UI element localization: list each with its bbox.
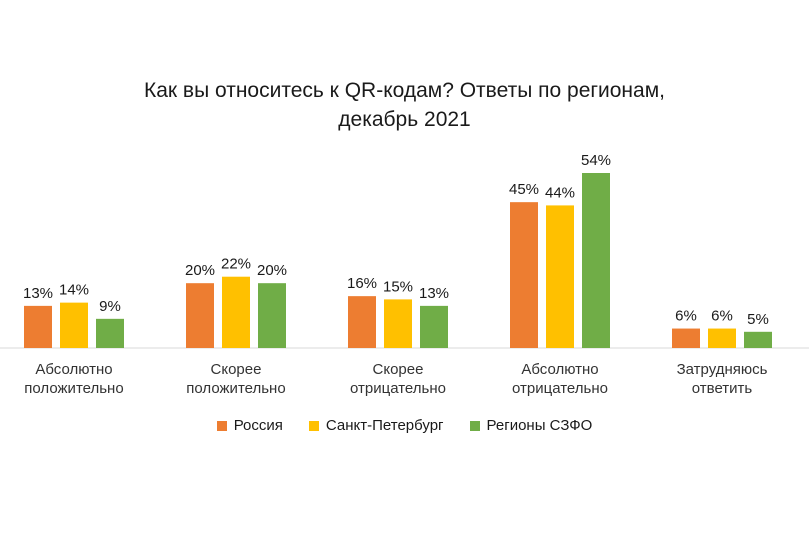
legend-label-szfo: Регионы СЗФО xyxy=(486,417,593,434)
chart-title-line-2: декабрь 2021 xyxy=(338,108,471,131)
data-label: 44% xyxy=(545,184,575,201)
data-label: 9% xyxy=(99,298,121,315)
bar xyxy=(222,276,250,348)
bar xyxy=(672,328,700,348)
category-label: Абсолютно xyxy=(521,361,598,378)
legend-swatch-szfo xyxy=(469,420,480,431)
data-label: 6% xyxy=(675,308,697,325)
bar xyxy=(258,283,286,348)
bar xyxy=(582,173,610,348)
legend-swatch-spb xyxy=(308,420,319,431)
legend-item-spb: Санкт-Петербург xyxy=(308,417,444,434)
bar xyxy=(708,328,736,348)
bar xyxy=(24,305,52,348)
legend-item-russia: Россия xyxy=(216,417,283,434)
chart-title-line-1: Как вы относитесь к QR-кодам? Ответы по … xyxy=(143,79,665,102)
bar xyxy=(186,283,214,348)
bar xyxy=(546,205,574,348)
category-label: отрицательно xyxy=(350,380,446,397)
category-label: положительно xyxy=(186,380,285,397)
category-label: Скорее xyxy=(373,361,424,378)
category-label: ответить xyxy=(692,380,753,397)
data-label: 6% xyxy=(711,308,733,325)
legend-swatch-russia xyxy=(216,420,227,431)
category-label: Скорее xyxy=(211,361,262,378)
bar xyxy=(744,331,772,348)
data-label: 16% xyxy=(347,275,377,292)
data-label: 13% xyxy=(23,285,53,302)
bar xyxy=(510,202,538,348)
data-label: 45% xyxy=(509,181,539,198)
legend-item-szfo: Регионы СЗФО xyxy=(469,417,593,434)
legend-label-russia: Россия xyxy=(233,417,283,434)
bar xyxy=(60,302,88,348)
data-label: 54% xyxy=(581,152,611,169)
data-label: 22% xyxy=(221,256,251,273)
data-label: 5% xyxy=(747,311,769,328)
bar xyxy=(348,296,376,348)
data-label: 14% xyxy=(59,282,89,299)
data-label: 13% xyxy=(419,285,449,302)
data-label: 15% xyxy=(383,278,413,295)
legend: Россия Санкт-Петербург Регионы СЗФО xyxy=(0,417,809,434)
category-label: Абсолютно xyxy=(35,361,112,378)
bar xyxy=(420,305,448,348)
bar xyxy=(96,318,124,348)
category-label: отрицательно xyxy=(512,380,608,397)
bar xyxy=(384,299,412,348)
category-label: положительно xyxy=(24,380,123,397)
data-label: 20% xyxy=(185,262,215,279)
legend-label-spb: Санкт-Петербург xyxy=(325,417,444,434)
data-label: 20% xyxy=(257,262,287,279)
category-label: Затрудняюсь xyxy=(677,361,768,378)
